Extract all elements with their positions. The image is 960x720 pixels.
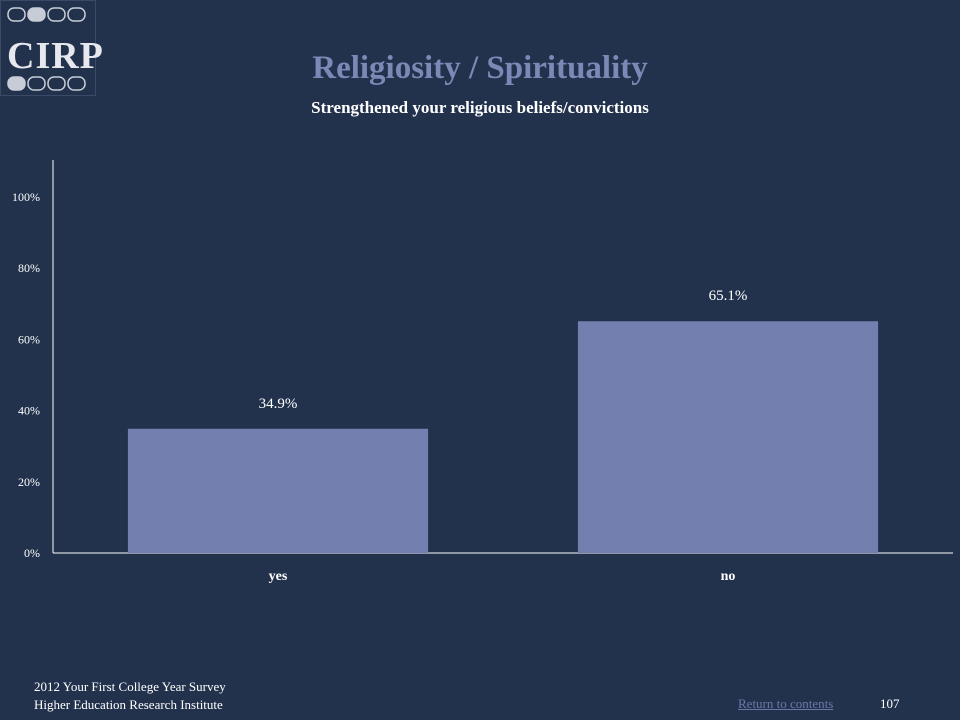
bar: [127, 428, 429, 553]
y-tick-label: 20%: [18, 475, 40, 489]
y-tick-label: 80%: [18, 261, 40, 275]
bar-data-label: 65.1%: [709, 288, 748, 304]
chart-subtitle: Strengthened your religious beliefs/conv…: [311, 98, 649, 117]
x-category-label: no: [721, 569, 736, 584]
y-tick-label: 60%: [18, 332, 40, 346]
logo-ovals: [7, 7, 86, 91]
bar: [577, 321, 879, 553]
cirp-logo: CIRP: [0, 0, 103, 96]
y-tick-label: 40%: [18, 404, 40, 418]
footer-institute: Higher Education Research Institute: [34, 697, 223, 712]
x-category-label: yes: [269, 569, 288, 584]
logo-text: CIRP: [7, 35, 104, 77]
return-to-contents-link[interactable]: Return to contents: [738, 696, 834, 711]
footer-survey-name: 2012 Your First College Year Survey: [34, 679, 226, 694]
page-number: 107: [880, 696, 900, 711]
bar-data-label: 34.9%: [259, 396, 298, 412]
page-title: Religiosity / Spirituality: [312, 50, 648, 86]
footer: 2012 Your First College Year Survey High…: [34, 678, 226, 714]
bar-chart: 0% 20% 40% 60% 80% 100% 34.9% yes 65.1% no: [12, 160, 953, 584]
y-tick-label: 100%: [12, 190, 40, 204]
y-tick-label: 0%: [24, 546, 40, 560]
